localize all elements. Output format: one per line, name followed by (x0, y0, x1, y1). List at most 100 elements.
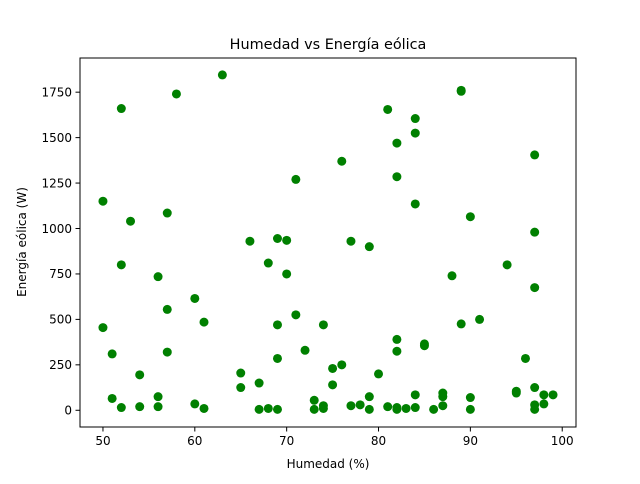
data-point (190, 399, 200, 409)
data-point (383, 104, 393, 114)
data-point (502, 260, 512, 270)
data-point (392, 404, 402, 414)
data-point (171, 89, 181, 99)
x-axis-label: Humedad (%) (287, 457, 370, 471)
data-point (364, 242, 374, 252)
x-tick-label: 60 (187, 434, 202, 448)
y-tick-label: 1000 (41, 222, 72, 236)
data-point (392, 346, 402, 356)
data-point (392, 172, 402, 182)
y-axis-label: Energía eólica (W) (15, 187, 29, 297)
data-point (199, 403, 209, 413)
y-axis: 0 250 500 750 1000 1250 1500 1750 (41, 85, 80, 418)
data-point (410, 403, 420, 413)
data-point (245, 236, 255, 246)
data-point (272, 234, 282, 243)
y-tick-label: 500 (49, 313, 72, 327)
data-point (309, 404, 319, 414)
data-point (530, 227, 540, 237)
data-point (465, 212, 475, 222)
data-point (199, 317, 209, 327)
data-point (254, 378, 264, 388)
data-point (392, 334, 402, 344)
data-point (98, 196, 108, 206)
chart-title: Humedad vs Energía eólica (230, 37, 427, 53)
data-point (291, 174, 301, 184)
data-point (162, 304, 172, 314)
data-point (300, 345, 310, 355)
data-point (410, 128, 420, 138)
data-point (272, 353, 282, 363)
data-point (364, 404, 374, 414)
x-tick-label: 80 (371, 434, 386, 448)
data-point (419, 341, 429, 351)
data-point (355, 400, 365, 410)
data-point (282, 235, 292, 245)
data-point (337, 156, 347, 166)
data-point (282, 269, 292, 279)
data-point (153, 272, 163, 282)
x-tick-label: 90 (463, 434, 478, 448)
data-point (548, 390, 558, 400)
y-tick-label: 250 (49, 358, 72, 372)
data-point (318, 403, 328, 413)
data-point (383, 402, 393, 412)
data-point (272, 404, 282, 414)
data-point (162, 347, 172, 357)
data-point (116, 260, 126, 270)
data-point (107, 393, 117, 403)
data-point (539, 399, 549, 409)
data-point (98, 323, 108, 333)
y-tick-label: 1250 (41, 176, 72, 190)
data-point (236, 383, 246, 393)
data-point (465, 404, 475, 414)
data-point (116, 403, 126, 413)
y-tick-label: 1750 (41, 85, 72, 99)
data-point (392, 138, 402, 148)
data-point (153, 402, 163, 412)
data-point (401, 403, 411, 413)
x-tick-label: 50 (95, 434, 110, 448)
y-tick-label: 0 (64, 404, 72, 418)
data-point (438, 392, 448, 402)
data-point (530, 283, 540, 293)
data-point (135, 402, 145, 412)
data-point (153, 392, 163, 402)
data-point (190, 293, 200, 303)
plot-frame (79, 57, 577, 428)
data-point (135, 370, 145, 380)
data-point (447, 271, 457, 281)
data-point (530, 150, 540, 160)
y-tick-label: 750 (49, 267, 72, 281)
data-point (162, 208, 172, 218)
data-point (263, 258, 273, 268)
x-tick-label: 100 (551, 434, 574, 448)
data-point (530, 383, 540, 393)
data-point (456, 319, 466, 329)
data-point (456, 86, 466, 96)
data-point (429, 404, 439, 414)
data-point (475, 314, 485, 324)
data-point (465, 393, 475, 403)
data-point (126, 216, 136, 226)
data-point (410, 390, 420, 400)
data-point (539, 390, 549, 400)
data-point (116, 104, 126, 114)
data-point (364, 392, 374, 402)
data-point (337, 360, 347, 370)
data-point (410, 114, 420, 124)
data-point (374, 369, 384, 379)
x-axis: 50 60 70 80 90 100 (95, 427, 574, 448)
data-point (410, 199, 420, 209)
data-point (530, 404, 540, 414)
data-point (263, 403, 273, 413)
y-tick-label: 1500 (41, 131, 72, 145)
data-point (236, 368, 246, 378)
data-point (318, 320, 328, 330)
data-point (254, 404, 264, 414)
data-point (328, 363, 338, 373)
data-point (309, 395, 319, 405)
